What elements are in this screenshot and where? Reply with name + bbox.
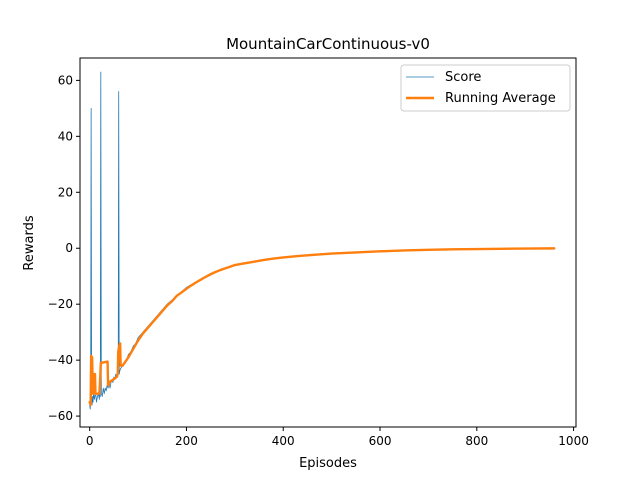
x-tick-label: 1000	[558, 434, 589, 448]
y-tick-label: −20	[48, 297, 73, 311]
y-tick-label: −60	[48, 409, 73, 423]
y-axis-label: Rewards	[22, 215, 37, 270]
x-tick-label: 0	[86, 434, 94, 448]
x-tick-label: 800	[465, 434, 488, 448]
x-tick-label: 600	[369, 434, 392, 448]
series-line-running-average	[88, 247, 556, 407]
legend: Score Running Average	[400, 64, 571, 112]
y-tick-label: 60	[58, 73, 73, 87]
legend-box	[400, 64, 571, 112]
y-tick-label: 20	[58, 185, 73, 199]
y-tick-label: −40	[48, 353, 73, 367]
y-axis: −60 −40 −20 0 20 40 60	[48, 73, 80, 423]
x-axis-label: Episodes	[299, 456, 357, 471]
legend-label-running-average: Running Average	[445, 91, 556, 106]
x-tick-label: 200	[175, 434, 198, 448]
plot-frame	[79, 57, 577, 428]
x-axis: 0 200 400 600 800 1000	[86, 427, 589, 448]
y-tick-label: 40	[58, 129, 73, 143]
chart-title: MountainCarContinuous-v0	[226, 35, 430, 53]
y-tick-label: 0	[65, 241, 73, 255]
legend-label-score: Score	[445, 70, 481, 85]
x-tick-label: 400	[272, 434, 295, 448]
plot-area	[88, 71, 556, 410]
